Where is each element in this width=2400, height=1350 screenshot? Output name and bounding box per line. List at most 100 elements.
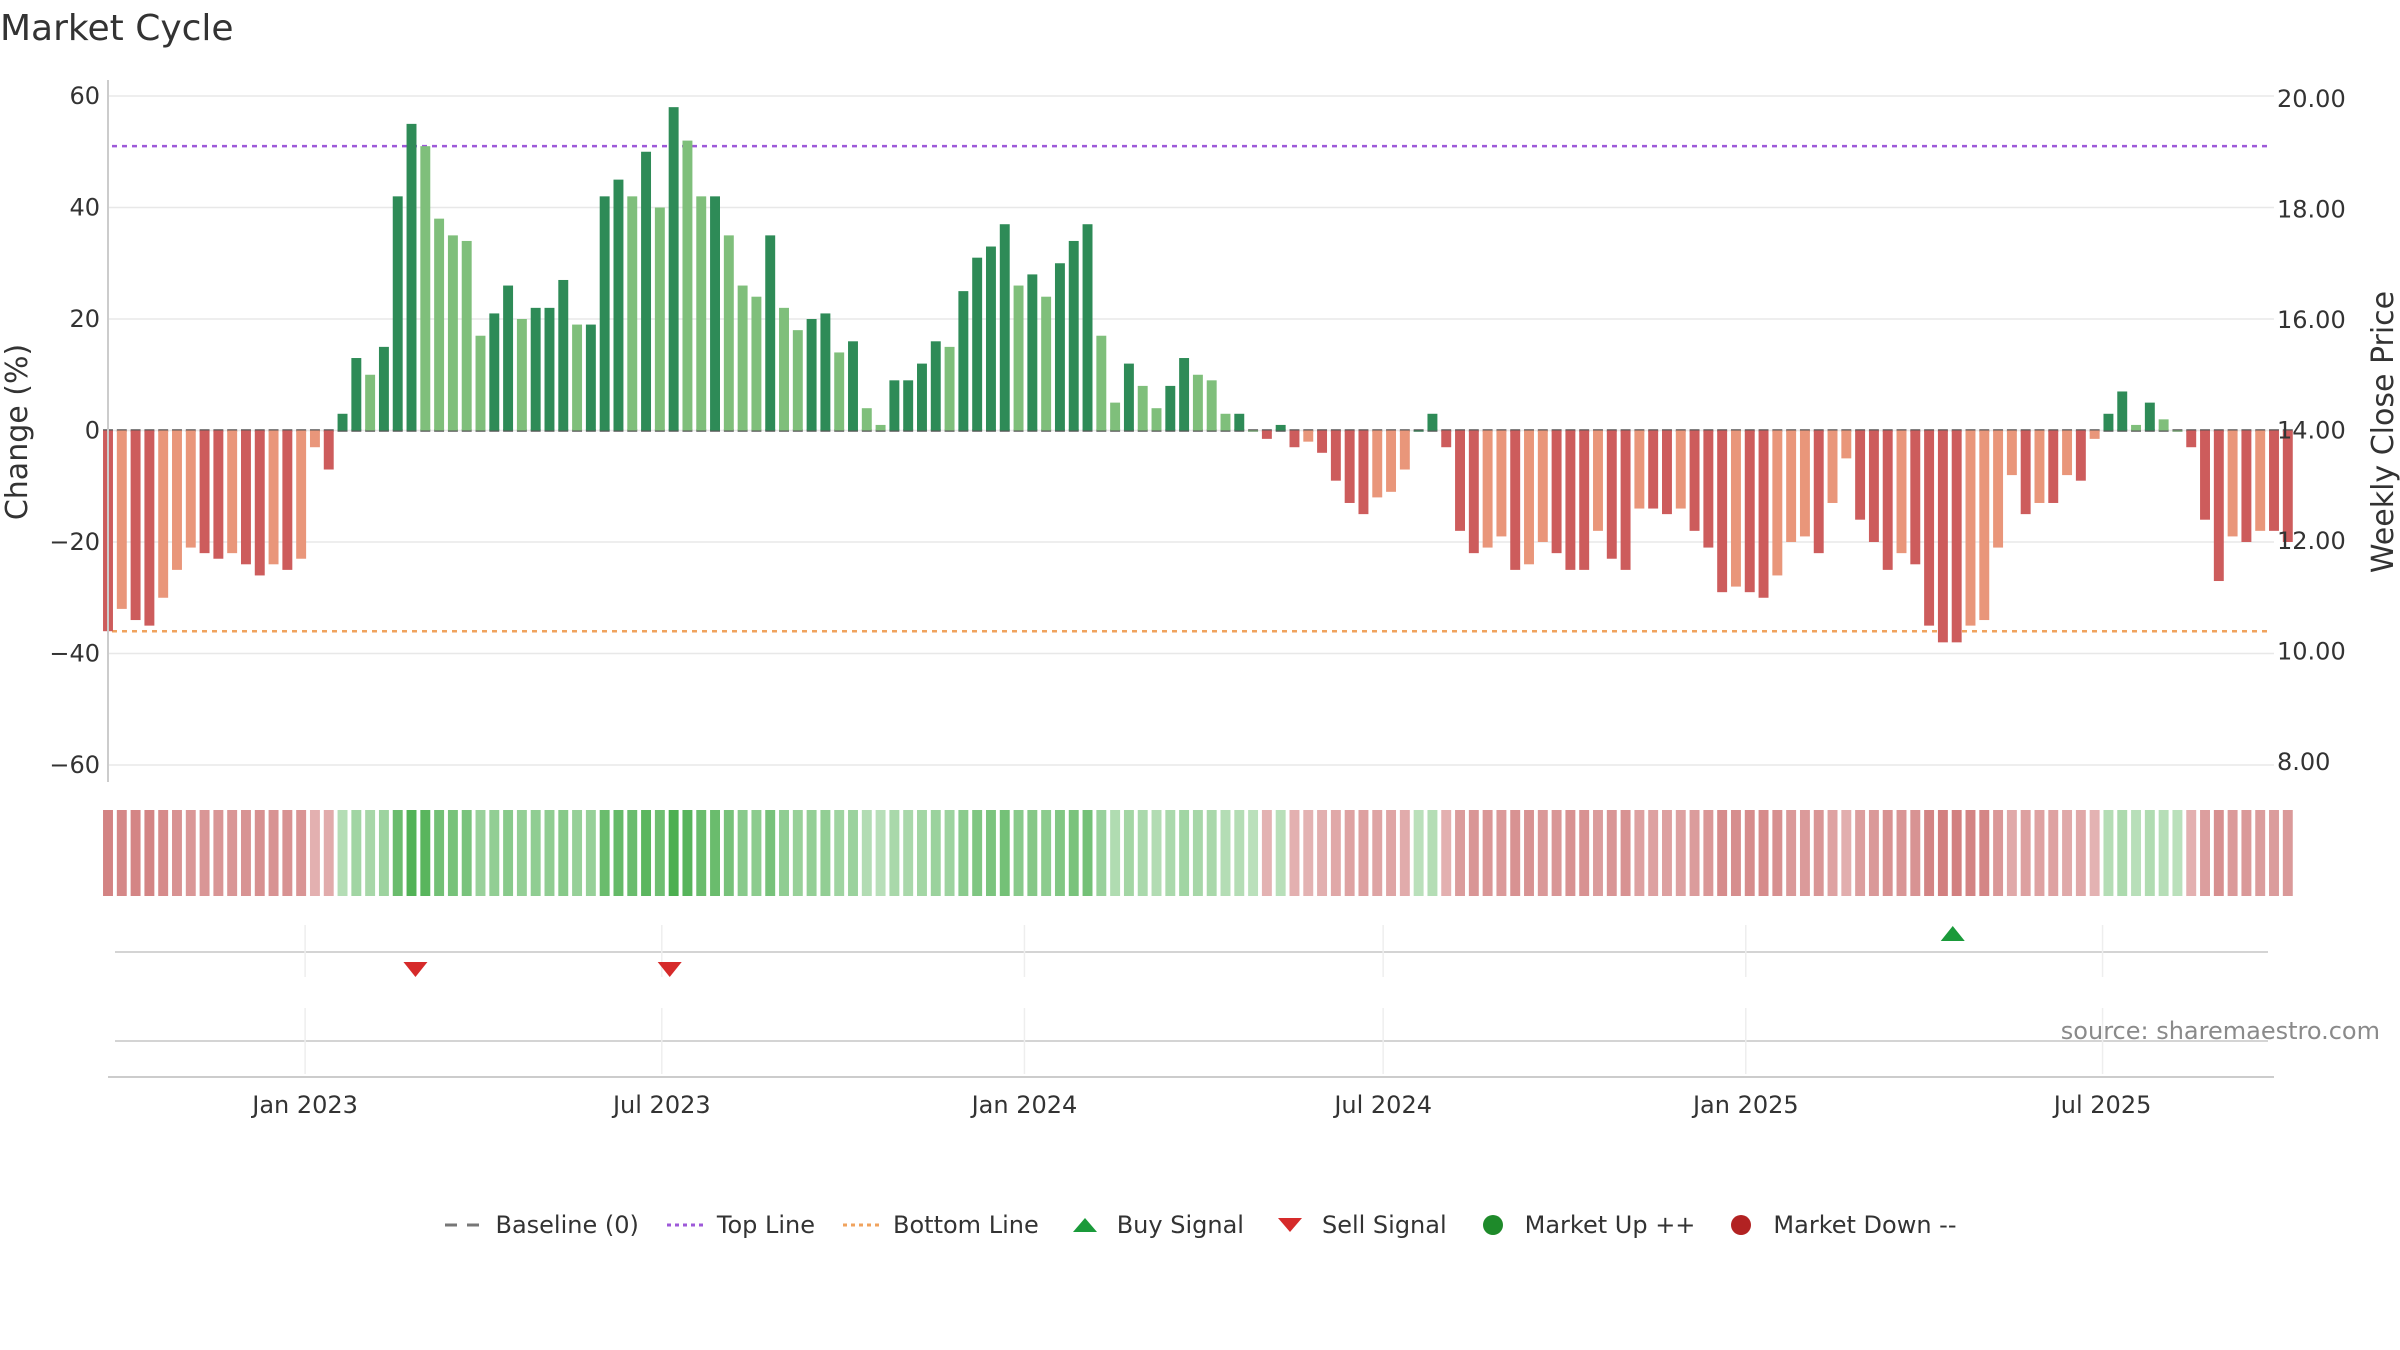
change-bar [2172,430,2183,432]
heat-cell [1027,810,1038,896]
change-bar [2020,430,2031,515]
change-bar [599,196,610,431]
change-bar [585,324,596,431]
heat-cell [392,810,403,896]
heat-cell [2048,810,2059,896]
heat-cell [503,810,514,896]
signal-panel [115,925,2268,1074]
heat-cell [1151,810,1162,896]
triangle-down-red-icon [1277,1218,1302,1232]
heat-cell [116,810,127,896]
heat-cell [1096,810,1107,896]
heat-cell [723,810,734,896]
legend-label: Sell Signal [1321,1211,1447,1239]
change-bar [213,430,224,559]
heat-cell [461,810,472,896]
heat-cell [2158,810,2169,896]
buy-signal-marker [1940,926,1965,941]
heat-cell [1744,810,1755,896]
change-bar [461,240,472,431]
heat-cell [682,810,693,896]
change-bar [1813,430,1824,554]
change-bar [903,380,914,431]
heat-cell [447,810,458,896]
heat-cell [130,810,141,896]
change-bar [820,313,831,431]
change-bar [2255,430,2266,531]
heat-cell [158,810,169,896]
y-tick-label: −60 [49,751,100,779]
heat-cell [1041,810,1052,896]
change-bar [1303,430,1314,442]
heat-cell [1510,810,1521,896]
change-bar [1565,430,1576,570]
heat-cell [406,810,417,896]
change-bar [1455,430,1465,531]
heat-cell [1234,810,1245,896]
sell-signal-marker [657,962,682,977]
heat-cell [1179,810,1190,896]
heat-cell [1248,810,1259,896]
y2-tick-label: 16.00 [2277,306,2346,334]
change-bar [1482,430,1493,548]
change-bar [2241,430,2252,542]
change-bar [1413,430,1424,432]
heat-cell [1924,810,1935,896]
chart-title: Market Cycle [0,8,234,49]
heat-cell [1206,810,1217,896]
change-bar [1951,430,1962,643]
heat-cell [1786,810,1797,896]
change-bar [489,313,500,431]
change-bar [158,430,169,598]
change-bar [2089,430,2100,439]
heat-cell [1427,810,1438,896]
change-bar [309,430,320,448]
change-bar [420,146,431,431]
grid-lines [108,95,2274,766]
heat-cell [2213,810,2224,896]
change-bar [2062,430,2073,476]
heat-cell [1082,810,1093,896]
y-tick-label: 60 [69,82,100,110]
change-bar [254,430,265,576]
change-bar [1662,430,1672,515]
change-bar [1013,285,1024,431]
heat-cell [848,810,858,896]
y-tick-label: 40 [69,194,100,222]
heat-cell [254,810,265,896]
heat-cell [1979,810,1990,896]
heat-cell [2103,810,2114,896]
heat-cell [599,810,610,896]
heat-cell [1455,810,1465,896]
change-bar [544,307,555,431]
source-note: source: sharemaestro.com [2061,1017,2380,1045]
heat-cell [1261,810,1272,896]
x-tick-label: Jan 2025 [1691,1091,1799,1119]
change-bar [268,430,279,565]
change-bar [1524,430,1534,565]
heat-cell [544,810,555,896]
change-bar [848,341,858,431]
heat-cell [1717,810,1728,896]
heat-cell [199,810,210,896]
heat-cell [2062,810,2073,896]
y-axis-title: Change (%) [0,344,35,520]
change-bar [1827,430,1838,503]
change-bar [1082,224,1093,431]
y2-tick-label: 20.00 [2277,85,2346,113]
change-bar [1027,274,1038,431]
change-bar [1179,358,1190,431]
heat-cell [516,810,527,896]
heat-cell [213,810,224,896]
change-bar [1799,430,1810,537]
change-bar [1937,430,1948,643]
change-bar [1165,385,1176,431]
change-bar [1372,430,1383,498]
change-bar [1330,430,1341,481]
axes: 60 40 20 0 −20 −40 −60 20.00 18.00 16.00 14.00 12.0… [49,80,2346,1119]
heat-cell [1289,810,1300,896]
change-bar [1910,430,1921,565]
change-bar [1551,430,1562,554]
heat-cell [240,810,251,896]
dash-gray-line-icon [445,1223,482,1227]
